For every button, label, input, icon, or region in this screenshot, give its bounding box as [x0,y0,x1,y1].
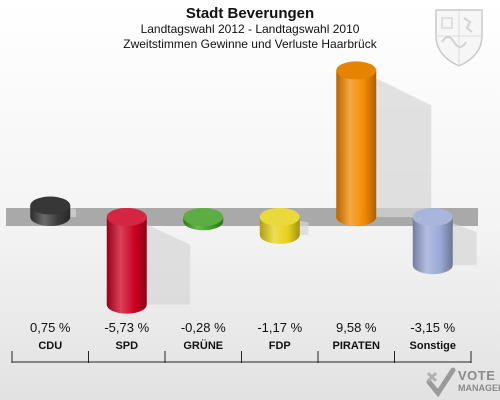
category-label: CDU [38,340,62,352]
category-label: GRÜNE [183,339,223,352]
data-label: -3,15 % [410,320,455,335]
bar-cap [336,61,377,80]
bar-cap [259,208,300,226]
data-label: -1,17 % [257,320,302,335]
bar-cap [106,208,147,226]
chart-title: Stadt Beverungen [185,5,315,22]
bar-shadow [360,70,432,218]
vote-check-icon [426,367,456,397]
logo-text-manager: MANAGER [458,383,500,393]
bar-cap [30,196,71,215]
chart-subtitle-2: Zweitstimmen Gewinne und Verluste Haarbr… [123,37,377,51]
category-label: SPD [115,340,138,352]
vote-manager-logo: VOTE MANAGER [426,366,500,398]
bar-spd [106,217,147,314]
data-label: -0,28 % [181,320,226,335]
data-label: -5,73 % [104,320,149,335]
category-label: FDP [269,340,291,352]
category-label: PIRATEN [333,340,381,352]
data-label: 0,75 % [30,320,71,335]
chart-title-block: Stadt Beverungen Landtagswahl 2012 - Lan… [0,5,500,52]
data-label: 9,58 % [336,320,377,335]
bar-sonstige [412,217,453,275]
coat-of-arms-icon [435,9,483,67]
category-label: Sonstige [410,340,456,352]
bar-cap [412,208,453,226]
bar-cap [183,208,224,226]
chart-subtitle-1: Landtagswahl 2012 - Landtagswahl 2010 [140,22,360,36]
bar-piraten [336,70,377,227]
logo-text-vote: VOTE [458,368,496,383]
